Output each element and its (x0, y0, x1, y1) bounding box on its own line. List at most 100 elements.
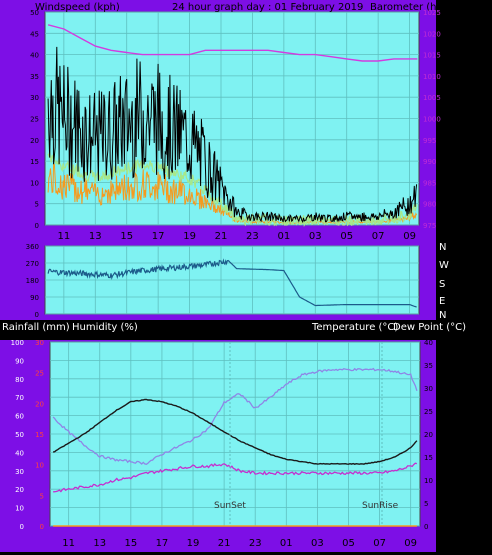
barometer-tick-label: 1020 (423, 30, 441, 38)
x-tick-label: 07 (372, 231, 385, 242)
x-tick-label: 05 (340, 231, 353, 242)
rain-tick-label: 5 (40, 492, 44, 500)
humidity-tick-label: 50 (15, 431, 24, 439)
x-tick-label: 21 (215, 231, 228, 242)
barometer-tick-label: 1015 (423, 52, 441, 60)
x-tick-label: 07 (373, 538, 386, 549)
barometer-tick-label: 1010 (423, 73, 441, 81)
x-tick-label: 03 (309, 231, 322, 242)
humidity-tick-label: 20 (15, 486, 24, 494)
wind-tick-label: 5 (35, 201, 39, 209)
humidity-left-ticks: 0 10 20 30 40 50 60 70 80 90 100 (11, 339, 24, 531)
temperature-tick-label: 40 (424, 339, 433, 347)
humidity-tick-label: 100 (11, 339, 24, 347)
direction-series (47, 258, 417, 308)
temperature-tick-label: 30 (424, 385, 433, 393)
barometer-tick-label: 995 (423, 137, 436, 145)
barometer-tick-label: 990 (423, 158, 436, 166)
barometer-tick-label: 975 (423, 222, 436, 230)
compass-label: N (439, 310, 446, 321)
compass-label: E (439, 296, 445, 307)
windspeed-line (47, 46, 418, 224)
x-tick-label: 23 (246, 231, 259, 242)
temperature-series (52, 367, 418, 527)
rain-tick-label: 25 (35, 370, 44, 378)
temperature-tick-label: 5 (424, 500, 428, 508)
rainfall-axis-title: Rainfall (mm) (2, 322, 70, 333)
x-tick-label: 01 (277, 231, 290, 242)
barometer-line (47, 24, 418, 62)
rain-tick-label: 10 (35, 462, 44, 470)
humidity-tick-label: 90 (15, 357, 24, 365)
x-tick-label: 23 (249, 538, 262, 549)
wind-right-ticks: 975 980 985 990 995 1000 1005 1010 1015 1020 1025 (423, 9, 441, 230)
x-tick-label: 01 (280, 538, 293, 549)
barometer-tick-label: 1000 (423, 116, 441, 124)
direction-tick-label: 90 (30, 294, 39, 302)
x-tick-label: 05 (342, 538, 355, 549)
dewpoint-line (53, 462, 418, 493)
direction-grid (45, 245, 419, 315)
x-tick-label: 09 (404, 538, 417, 549)
temperature-tick-label: 15 (424, 454, 433, 462)
x-tick-label: 21 (218, 538, 231, 549)
x-tick-label: 03 (311, 538, 324, 549)
wind-tick-label: 15 (30, 158, 39, 166)
direction-tick-label: 270 (26, 260, 39, 268)
rain-ticks: 0 5 10 15 20 25 30 (35, 339, 44, 531)
humidity-tick-label: 60 (15, 413, 24, 421)
humidity-tick-label: 0 (20, 523, 24, 531)
wind-tick-label: 0 (35, 222, 39, 230)
humidity-tick-label: 80 (15, 376, 24, 384)
compass-label: N (439, 242, 446, 253)
wind-tick-label: 30 (30, 94, 39, 102)
dewpoint-axis-title: Dew Point (°C) (393, 322, 466, 333)
graph-title: 24 hour graph day : 01 February 2019 (172, 2, 363, 13)
direction-tick-label: 0 (35, 311, 39, 319)
barometer-tick-label: 1025 (423, 9, 441, 17)
x-tick-label: 15 (124, 538, 137, 549)
humidity-tick-label: 40 (15, 449, 24, 457)
x-tick-label: 17 (156, 538, 169, 549)
barometer-tick-label: 980 (423, 201, 436, 209)
temperature-right-ticks: 0 5 10 15 20 25 30 35 40 (424, 339, 433, 531)
wind-tick-label: 45 (30, 30, 39, 38)
temperature-tick-label: 20 (424, 431, 433, 439)
direction-tick-label: 360 (26, 243, 39, 251)
humidity-tick-label: 70 (15, 394, 24, 402)
compass-label: S (439, 279, 445, 290)
rain-tick-label: 20 (35, 400, 44, 408)
humidity-axis-title: Humidity (%) (72, 322, 138, 333)
x-tick-label: 19 (183, 231, 196, 242)
windspeed-axis-title: Windspeed (kph) (35, 2, 120, 13)
x-tick-label: 17 (152, 231, 165, 242)
x-tick-label: 19 (187, 538, 200, 549)
wind-x-ticks: 11 13 15 17 19 21 23 01 03 05 07 09 (57, 231, 415, 242)
sunrise-label: SunRise (362, 501, 399, 511)
x-tick-label: 11 (57, 231, 70, 242)
temperature-tick-label: 25 (424, 408, 433, 416)
wind-left-ticks: 0 5 10 15 20 25 30 35 40 45 50 (30, 9, 39, 230)
temperature-tick-label: 0 (424, 523, 428, 531)
wind-gust-line (47, 150, 418, 228)
temperature-line (52, 398, 418, 465)
wind-tick-label: 20 (30, 137, 39, 145)
rain-tick-label: 30 (35, 339, 44, 347)
x-tick-label: 13 (93, 538, 106, 549)
wind-tick-label: 40 (30, 52, 39, 60)
compass-label: W (439, 260, 449, 271)
wind-series (47, 24, 418, 228)
x-tick-label: 11 (62, 538, 75, 549)
barometer-tick-label: 1005 (423, 94, 441, 102)
barometer-tick-label: 985 (423, 179, 436, 187)
direction-left-ticks: 0 90 180 270 360 (26, 243, 39, 319)
x-tick-label: 09 (403, 231, 416, 242)
wind-tick-label: 10 (30, 179, 39, 187)
wind-tick-label: 50 (30, 9, 39, 17)
humidity-tick-label: 10 (15, 505, 24, 513)
rain-tick-label: 0 (40, 523, 44, 531)
wind-tick-label: 35 (30, 73, 39, 81)
